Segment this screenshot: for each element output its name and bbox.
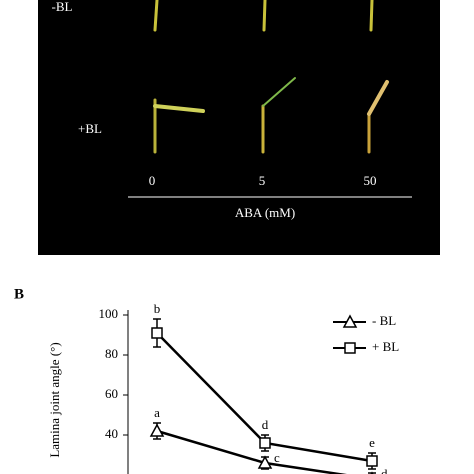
data-point xyxy=(257,455,273,469)
significance-letter: d xyxy=(262,417,269,432)
seedlings xyxy=(153,0,389,154)
y-tick-label: 40 xyxy=(105,426,118,441)
y-axis-label: Lamina joint angle (°) xyxy=(47,342,62,457)
data-point xyxy=(151,327,163,339)
dose-label: 50 xyxy=(364,173,377,188)
legend-label: - BL xyxy=(372,313,396,328)
panel-label: B xyxy=(14,286,24,302)
dose-axis-label: ABA (mM) xyxy=(235,205,295,220)
y-tick-label: 80 xyxy=(105,346,118,361)
y-tick-label: 60 xyxy=(105,386,118,401)
y-tick-label: 100 xyxy=(99,306,119,321)
legend-marker xyxy=(342,314,358,328)
significance-letter: d xyxy=(381,466,388,474)
row-label: -BL xyxy=(52,0,73,14)
data-point xyxy=(366,455,378,467)
dose-label: 0 xyxy=(149,173,156,188)
row-label: +BL xyxy=(78,121,102,136)
data-point xyxy=(149,423,165,437)
significance-letter: c xyxy=(274,450,280,465)
legend-label: + BL xyxy=(372,339,399,354)
data-point xyxy=(259,437,271,449)
significance-letter: b xyxy=(154,301,161,316)
dose-label: 5 xyxy=(259,173,266,188)
photo-panel xyxy=(38,0,440,255)
significance-letter: e xyxy=(369,435,375,450)
legend-marker xyxy=(344,342,356,354)
significance-letter: a xyxy=(154,405,160,420)
